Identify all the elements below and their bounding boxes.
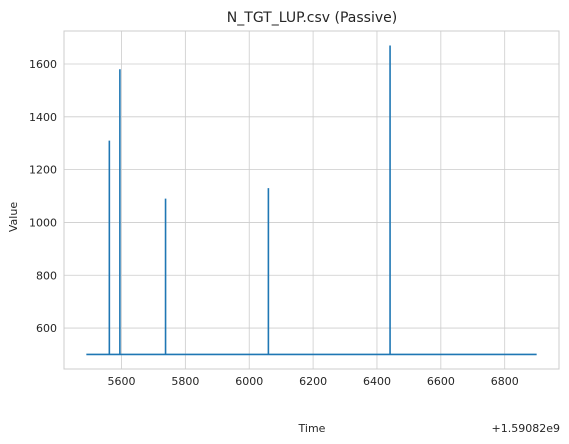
- x-axis-ticks: 5600 5800 6000 6200 6400 6600 6800: [107, 375, 518, 388]
- y-axis-label: Value: [7, 202, 20, 232]
- x-tick-label: 6200: [299, 375, 327, 388]
- y-tick-label: 1600: [29, 58, 57, 71]
- y-tick-label: 1400: [29, 111, 57, 124]
- y-tick-label: 800: [36, 269, 57, 282]
- x-tick-label: 6400: [363, 375, 391, 388]
- series-line: [86, 45, 537, 356]
- x-axis-label: Time: [298, 422, 326, 435]
- x-axis-offset-label: +1.59082e9: [492, 422, 560, 435]
- x-tick-label: 6600: [427, 375, 455, 388]
- y-axis-ticks: 600 800 1000 1200 1400 1600: [29, 58, 57, 335]
- grid-lines: [64, 31, 559, 369]
- y-tick-label: 600: [36, 322, 57, 335]
- y-tick-label: 1200: [29, 164, 57, 177]
- x-tick-label: 5800: [171, 375, 199, 388]
- chart-title: N_TGT_LUP.csv (Passive): [227, 10, 397, 26]
- y-tick-label: 1000: [29, 216, 57, 229]
- plot-area-frame: [63, 30, 560, 370]
- x-tick-label: 6800: [491, 375, 519, 388]
- x-tick-label: 6000: [235, 375, 263, 388]
- series-layer: [86, 45, 537, 356]
- x-tick-label: 5600: [107, 375, 135, 388]
